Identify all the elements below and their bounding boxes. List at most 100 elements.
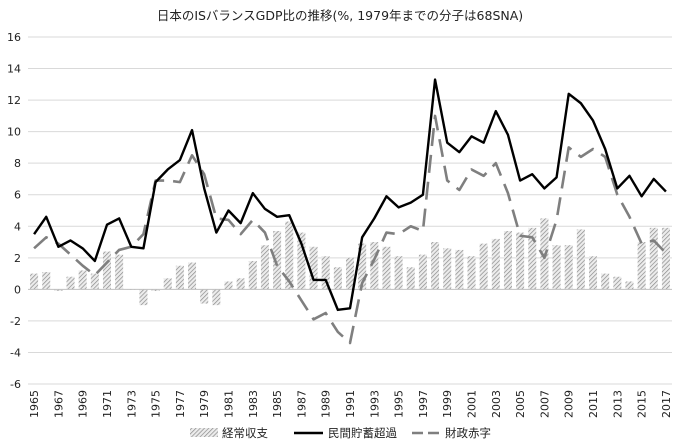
bar-current-account bbox=[431, 242, 440, 290]
series-line-private-saving bbox=[33, 78, 667, 312]
x-tick-label: 2003 bbox=[490, 390, 503, 418]
bar-current-account bbox=[236, 278, 245, 290]
bar-current-account bbox=[200, 289, 209, 304]
bar-current-account bbox=[625, 281, 634, 290]
bar-current-account bbox=[382, 246, 391, 290]
series-line-fiscal-deficit bbox=[33, 114, 667, 345]
bar-current-account bbox=[321, 256, 330, 290]
x-tick-label: 2007 bbox=[538, 390, 551, 418]
x-tick-label: 1965 bbox=[28, 390, 41, 418]
legend: 経常収支 民間貯蓄超過 財政赤字 bbox=[190, 426, 491, 440]
bar-current-account bbox=[248, 260, 257, 290]
legend-label: 民間貯蓄超過 bbox=[328, 426, 397, 440]
y-tick-label: 8 bbox=[14, 157, 21, 170]
bar-current-account bbox=[552, 245, 561, 290]
x-tick-label: 1979 bbox=[198, 390, 211, 418]
bar-current-account bbox=[589, 256, 598, 290]
x-tick-label: 2017 bbox=[660, 390, 673, 418]
bar-current-account bbox=[333, 267, 342, 290]
bar-current-account bbox=[479, 243, 488, 290]
bar-current-account bbox=[637, 242, 646, 290]
y-tick-label: 2 bbox=[14, 252, 21, 265]
bar-current-account bbox=[54, 289, 63, 291]
bar-current-account bbox=[564, 245, 573, 290]
x-tick-label: 2011 bbox=[587, 390, 600, 418]
bar-current-account bbox=[613, 276, 622, 290]
x-tick-label: 1969 bbox=[77, 390, 90, 418]
y-tick-label: 12 bbox=[7, 94, 21, 107]
bar-current-account bbox=[528, 227, 537, 290]
bar-current-account bbox=[503, 231, 512, 290]
x-tick-label: 2009 bbox=[563, 390, 576, 418]
bar-current-account bbox=[418, 254, 427, 290]
y-tick-label: -6 bbox=[10, 378, 21, 391]
bar-current-account bbox=[358, 243, 367, 290]
bar-current-account bbox=[90, 273, 99, 290]
bar-current-account bbox=[78, 270, 87, 290]
bar-current-account bbox=[601, 273, 610, 290]
x-tick-label: 1995 bbox=[393, 390, 406, 418]
legend-label: 財政赤字 bbox=[445, 426, 491, 440]
legend-label: 経常収支 bbox=[222, 426, 268, 440]
bar-current-account bbox=[661, 227, 670, 290]
legend-swatch-current-account bbox=[190, 428, 218, 437]
x-tick-label: 2013 bbox=[611, 390, 624, 418]
x-tick-label: 1977 bbox=[174, 390, 187, 418]
gridlines bbox=[28, 36, 672, 385]
bar-current-account bbox=[102, 251, 111, 290]
x-tick-label: 1985 bbox=[271, 390, 284, 418]
bar-current-account bbox=[345, 257, 355, 290]
x-tick-label: 1967 bbox=[52, 390, 65, 418]
x-tick-label: 2015 bbox=[636, 390, 649, 418]
bar-current-account bbox=[467, 256, 476, 290]
bar-current-account bbox=[139, 289, 148, 306]
x-axis-tick-labels: 1965 1967 1969 1971 1973 1975 1977 1979 1981 1983… bbox=[28, 390, 673, 418]
line-series bbox=[33, 78, 667, 345]
bar-current-account bbox=[30, 273, 39, 290]
y-tick-label: 14 bbox=[7, 63, 21, 76]
y-tick-label: 4 bbox=[14, 220, 21, 233]
x-tick-label: 1999 bbox=[441, 390, 454, 418]
bar-current-account bbox=[115, 254, 124, 290]
x-tick-label: 1981 bbox=[222, 390, 235, 418]
bar-current-account bbox=[297, 232, 306, 290]
bar-current-account bbox=[443, 248, 452, 290]
bar-current-account bbox=[42, 272, 51, 290]
bar-current-account bbox=[455, 249, 464, 290]
bar-current-account bbox=[151, 289, 160, 291]
y-tick-label: -2 bbox=[10, 315, 21, 328]
bar-current-account bbox=[285, 221, 294, 290]
bar-current-account bbox=[212, 289, 221, 306]
x-tick-label: 1991 bbox=[344, 390, 357, 418]
bar-current-account bbox=[406, 267, 415, 290]
bar-current-account bbox=[163, 278, 172, 290]
bar-current-account bbox=[273, 231, 282, 290]
y-tick-label: 6 bbox=[14, 189, 21, 202]
y-tick-label: 16 bbox=[7, 31, 21, 44]
x-tick-label: 1993 bbox=[368, 390, 381, 418]
x-tick-label: 1987 bbox=[295, 390, 308, 418]
bar-current-account bbox=[188, 262, 197, 290]
y-tick-label: -4 bbox=[10, 346, 21, 359]
bar-current-account bbox=[491, 238, 500, 290]
current-account-bars bbox=[30, 218, 670, 306]
x-tick-label: 2001 bbox=[466, 390, 479, 418]
x-tick-label: 1989 bbox=[320, 390, 333, 418]
x-tick-label: 1971 bbox=[101, 390, 114, 418]
bar-current-account bbox=[516, 232, 525, 290]
bar-current-account bbox=[370, 242, 379, 290]
bar-current-account bbox=[309, 246, 318, 290]
y-axis-tick-labels: -6 -4 -2 0 2 4 6 8 10 12 14 16 bbox=[7, 31, 21, 391]
bar-current-account bbox=[394, 256, 403, 290]
bar-current-account bbox=[175, 265, 184, 290]
x-tick-label: 2005 bbox=[514, 390, 527, 418]
y-tick-label: 10 bbox=[7, 126, 21, 139]
bar-current-account bbox=[649, 227, 658, 290]
y-tick-label: 0 bbox=[14, 283, 21, 296]
x-tick-label: 1997 bbox=[417, 390, 430, 418]
bar-current-account bbox=[260, 245, 269, 290]
bar-current-account bbox=[576, 229, 585, 290]
x-tick-label: 1973 bbox=[125, 390, 138, 418]
chart-title: 日本のISバランスGDP比の推移(%, 1979年までの分子は68SNA) bbox=[157, 8, 523, 23]
